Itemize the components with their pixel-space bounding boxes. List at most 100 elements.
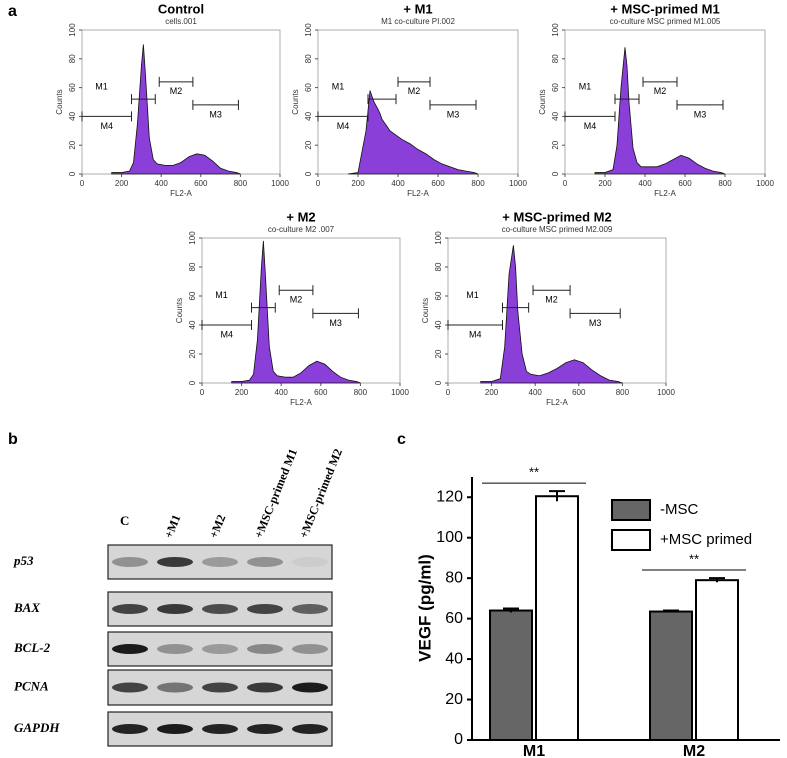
gate-label: M4 [469,329,482,339]
chart-subtitle: cells.001 [165,17,197,26]
legend-swatch [611,499,651,521]
histogram [594,47,726,175]
histogram [347,90,479,175]
y-tick-label: 0 [454,731,463,748]
y-tick-label: 80 [551,54,560,63]
histogram [231,240,361,384]
x-tick-label: 1000 [271,179,289,188]
gate-label: M1 [579,81,592,91]
chart-subtitle: M1 co-culture PI.002 [381,17,455,26]
row-label: PCNA [14,678,49,693]
x-tick-label: 400 [638,179,652,188]
gate-label: M2 [290,295,303,305]
gate-label: M4 [584,121,597,131]
y-tick-label: 80 [68,54,77,63]
y-tick-label: 80 [434,262,443,271]
lane-label: +MSC-primed M2 [296,447,345,540]
y-tick-label: 100 [551,23,560,37]
x-tick-label: 800 [354,388,368,397]
band [157,644,193,654]
chart-title: + MSC-primed M2 [502,209,611,224]
x-tick-label: 200 [351,179,365,188]
plot-frame [81,29,281,175]
band [112,557,148,567]
error-bar [709,577,725,583]
panel-label: a [8,3,17,20]
row-label: BCL-2 [13,640,51,655]
y-tick-label: 80 [445,569,463,586]
x-tick-label: 200 [115,179,129,188]
y-tick-label: 120 [436,488,463,505]
x-axis-label: FL2-A [654,189,676,198]
blot-strip [107,544,333,580]
gate-label: M3 [589,318,602,328]
y-tick-label: 0 [551,171,560,176]
y-tick-label: 40 [188,320,197,329]
x-tick-label: 800 [616,388,630,397]
x-tick-label: 600 [314,388,328,397]
x-tick-label: 1000 [756,179,774,188]
plot-frame [564,29,766,175]
y-tick-label: 40 [68,111,77,120]
y-tick-label: 0 [68,171,77,176]
gate-label: M1 [332,81,345,91]
y-tick-label: 60 [304,83,313,92]
x-axis-label: FL2-A [546,398,568,407]
gate-label: M1 [466,290,479,300]
x-tick-label: 600 [572,388,586,397]
x-tick-label: 1000 [509,179,527,188]
gate-label: M3 [447,109,460,119]
gate-label: M3 [209,109,222,119]
band [202,724,238,734]
error-bar [503,607,519,613]
y-tick-label: 60 [434,291,443,300]
y-axis-label: Counts [291,89,300,114]
gate-label: M2 [545,295,558,305]
y-tick-label: 60 [68,83,77,92]
y-tick-label: 40 [434,320,443,329]
band [292,724,328,734]
band [157,682,193,693]
legend-label: +MSC primed [660,531,752,548]
error-bar [549,490,565,502]
y-tick-label: 40 [445,650,463,667]
gate-label: M3 [694,109,707,119]
chart-subtitle: co-culture MSC primed M2.009 [502,225,613,234]
band [202,682,238,693]
band [247,557,283,567]
y-tick-label: 100 [68,23,77,37]
bar [695,579,739,742]
y-axis-label: Counts [55,89,64,114]
plot-frame [447,237,667,384]
panel-label: b [8,431,18,448]
panel-label: c [397,431,406,448]
chart-title: + MSC-primed M1 [610,1,719,16]
x-tick-label: 800 [718,179,732,188]
row-label: p53 [13,553,34,568]
chart-subtitle: co-culture M2 .007 [268,225,335,234]
x-tick-label: 600 [678,179,692,188]
band [292,644,328,654]
y-tick-label: 0 [434,380,443,385]
y-tick-label: 100 [188,231,197,245]
x-tick-label: 0 [200,388,205,397]
x-tick-label: 400 [155,179,169,188]
chart-title: + M1 [403,1,432,16]
lane-label: +MSC-primed M1 [251,447,300,540]
gate-label: M2 [170,86,183,96]
legend-label: -MSC [660,501,698,518]
row-label: BAX [13,600,40,615]
y-tick-label: 40 [304,111,313,120]
x-tick-label: 200 [598,179,612,188]
y-tick-label: 20 [434,349,443,358]
y-tick-label: 40 [551,111,560,120]
significance-label: ** [529,465,539,480]
error-bar [663,609,679,613]
x-tick-label: M1 [523,743,545,758]
chart-title: + M2 [286,209,315,224]
band [247,604,283,614]
gate-label: M1 [215,290,228,300]
band [247,682,283,693]
band [157,557,193,567]
